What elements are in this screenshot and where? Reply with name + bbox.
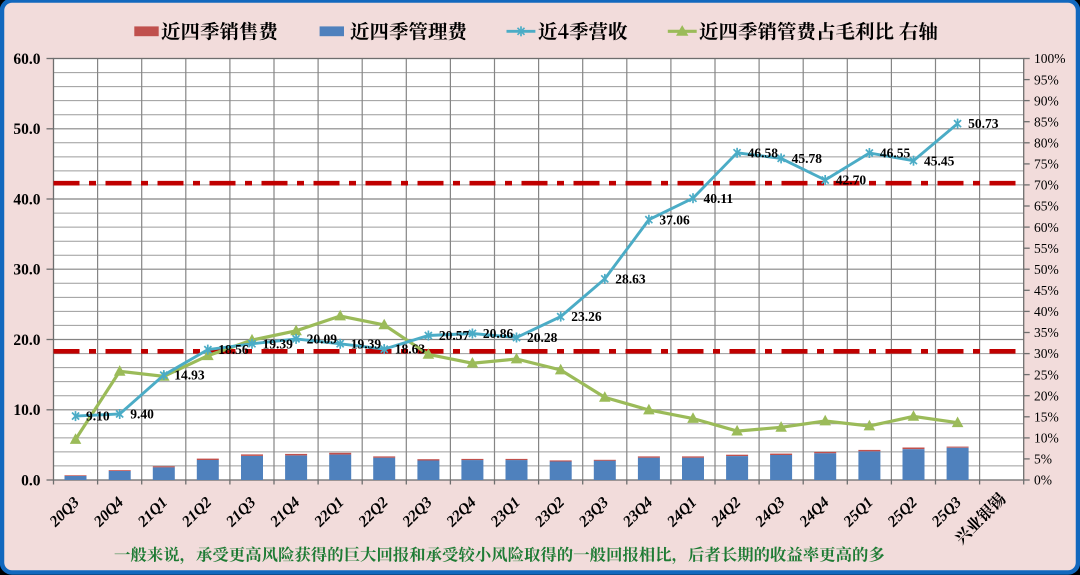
svg-text:19.39: 19.39 xyxy=(263,336,294,351)
svg-text:9.10: 9.10 xyxy=(86,409,110,424)
svg-text:40%: 40% xyxy=(1034,304,1059,319)
svg-text:23.26: 23.26 xyxy=(571,309,602,324)
svg-text:20.28: 20.28 xyxy=(527,330,558,345)
svg-text:37.06: 37.06 xyxy=(659,212,690,227)
svg-text:20.57: 20.57 xyxy=(439,328,470,343)
svg-text:5%: 5% xyxy=(1034,452,1052,467)
svg-text:18.63: 18.63 xyxy=(395,342,426,357)
svg-text:30.0: 30.0 xyxy=(13,262,40,279)
svg-text:0.0: 0.0 xyxy=(21,472,41,489)
svg-text:75%: 75% xyxy=(1034,157,1059,172)
svg-text:20.86: 20.86 xyxy=(483,326,514,341)
svg-text:85%: 85% xyxy=(1034,114,1059,129)
svg-text:0%: 0% xyxy=(1034,473,1052,488)
svg-text:45.45: 45.45 xyxy=(924,153,955,168)
svg-text:50%: 50% xyxy=(1034,262,1059,277)
svg-text:46.58: 46.58 xyxy=(748,145,779,160)
svg-text:15%: 15% xyxy=(1034,410,1059,425)
svg-text:18.56: 18.56 xyxy=(218,342,249,357)
svg-text:20.0: 20.0 xyxy=(13,332,40,349)
svg-text:60%: 60% xyxy=(1034,220,1059,235)
svg-text:45%: 45% xyxy=(1034,283,1059,298)
svg-text:30%: 30% xyxy=(1034,346,1059,361)
svg-text:60.0: 60.0 xyxy=(13,51,40,68)
svg-text:28.63: 28.63 xyxy=(615,272,646,287)
svg-text:10.0: 10.0 xyxy=(13,402,40,419)
svg-text:45.78: 45.78 xyxy=(792,151,823,166)
svg-text:14.93: 14.93 xyxy=(174,368,205,383)
svg-text:42.70: 42.70 xyxy=(836,173,867,188)
svg-text:95%: 95% xyxy=(1034,72,1059,87)
svg-text:20.09: 20.09 xyxy=(307,332,338,347)
svg-text:65%: 65% xyxy=(1034,199,1059,214)
svg-text:9.40: 9.40 xyxy=(130,407,154,422)
svg-text:40.0: 40.0 xyxy=(13,191,40,208)
svg-text:80%: 80% xyxy=(1034,136,1059,151)
svg-text:55%: 55% xyxy=(1034,241,1059,256)
svg-text:20%: 20% xyxy=(1034,388,1059,403)
svg-text:25%: 25% xyxy=(1034,367,1059,382)
svg-text:100%: 100% xyxy=(1034,51,1066,66)
svg-text:90%: 90% xyxy=(1034,93,1059,108)
svg-text:19.39: 19.39 xyxy=(351,336,382,351)
svg-text:70%: 70% xyxy=(1034,178,1059,193)
svg-text:50.73: 50.73 xyxy=(968,116,999,131)
svg-text:40.11: 40.11 xyxy=(704,191,734,206)
svg-text:10%: 10% xyxy=(1034,431,1059,446)
svg-text:50.0: 50.0 xyxy=(13,121,40,138)
svg-text:35%: 35% xyxy=(1034,325,1059,340)
svg-text:46.55: 46.55 xyxy=(880,146,911,161)
